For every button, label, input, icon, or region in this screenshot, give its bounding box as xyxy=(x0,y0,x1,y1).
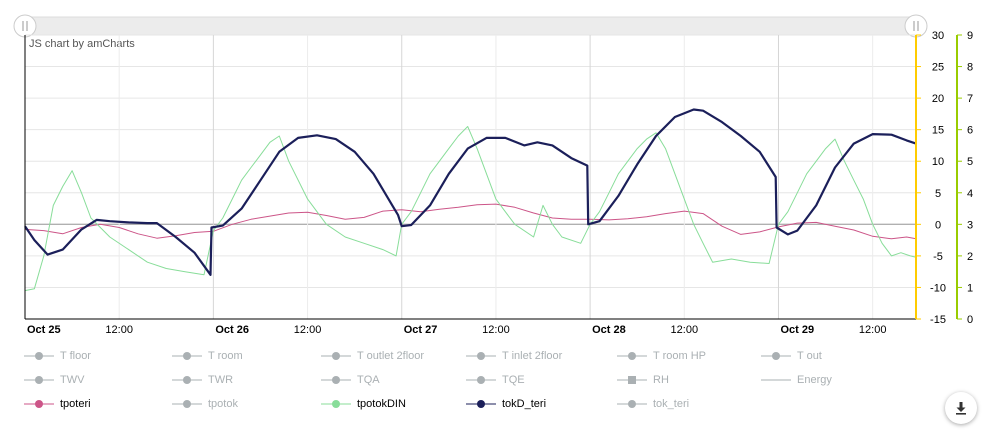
x-tick-label: Oct 28 xyxy=(592,324,626,336)
value-axis-2-label: 0 xyxy=(967,314,973,326)
x-tick-label: 12:00 xyxy=(671,324,699,336)
legend-label: tok_teri xyxy=(653,398,690,410)
value-axis-1-label: 0 xyxy=(935,219,941,231)
legend-item[interactable]: Energy xyxy=(761,368,832,392)
x-tick-label: Oct 27 xyxy=(404,324,438,336)
legend-label: T room xyxy=(208,350,243,362)
x-tick-label: Oct 29 xyxy=(780,324,814,336)
scrollbar[interactable] xyxy=(13,14,928,38)
legend-item[interactable]: TWV xyxy=(24,368,84,392)
legend-item[interactable]: tokD_teri xyxy=(466,392,546,416)
legend-label: T outlet 2floor xyxy=(357,350,425,362)
legend-item[interactable]: T inlet 2floor xyxy=(466,344,562,368)
legend-marker xyxy=(617,352,647,360)
series-line-tpotokDIN[interactable] xyxy=(24,126,917,292)
legend-item[interactable]: tok_teri xyxy=(617,392,689,416)
legend-item[interactable]: T room HP xyxy=(617,344,706,368)
legend-label: tpoteri xyxy=(60,398,91,410)
legend-marker xyxy=(466,352,496,360)
legend-item[interactable]: TQA xyxy=(321,368,380,392)
legend-marker xyxy=(172,376,202,384)
value-axis-2-label: 8 xyxy=(967,62,973,74)
legend-marker xyxy=(466,376,496,384)
download-icon xyxy=(956,402,966,415)
axes: Oct 25 12:00 Oct 26 12:00 Oct 27 12:00 Oct 28 1… xyxy=(24,30,973,336)
legend-marker xyxy=(466,400,496,408)
plot-area xyxy=(24,108,917,292)
value-axis-1-label: 30 xyxy=(932,30,944,42)
value-axis-2-label: 4 xyxy=(967,188,973,200)
scrollbar-grip-right[interactable] xyxy=(904,14,928,38)
value-axis-1-label: 15 xyxy=(932,125,944,137)
x-tick-label: 12:00 xyxy=(105,324,133,336)
value-axis-1-label: -15 xyxy=(930,314,946,326)
legend-item[interactable]: T room xyxy=(172,344,243,368)
legend-label: TWV xyxy=(60,374,85,386)
x-tick-label: 12:00 xyxy=(294,324,322,336)
legend-label: tokD_teri xyxy=(502,398,547,410)
legend-label: TQE xyxy=(502,374,525,386)
legend-label: tpotok xyxy=(208,398,238,410)
legend-marker xyxy=(761,379,791,381)
legend-item[interactable]: TQE xyxy=(466,368,525,392)
legend-marker xyxy=(617,376,647,384)
legend-marker xyxy=(24,352,54,360)
legend-marker xyxy=(617,400,647,408)
series-line-tokD_teri[interactable] xyxy=(24,108,917,276)
legend-label: TWR xyxy=(208,374,234,386)
legend-label: T floor xyxy=(60,350,91,362)
legend-item[interactable]: T outlet 2floor xyxy=(321,344,424,368)
value-axis-1-label: -10 xyxy=(930,282,946,294)
value-axis-1-label: 5 xyxy=(935,188,941,200)
legend-marker xyxy=(321,352,351,360)
legend-label: tpotokDIN xyxy=(357,398,406,410)
legend-marker xyxy=(321,400,351,408)
legend-label: T out xyxy=(797,350,822,362)
legend-label: RH xyxy=(653,374,669,386)
value-axis-2-label: 1 xyxy=(967,282,973,294)
series-line-tpoteri[interactable] xyxy=(24,203,917,240)
legend-item[interactable]: tpotokDIN xyxy=(321,392,406,416)
legend-label: T inlet 2floor xyxy=(502,350,563,362)
value-axis-1-label: -5 xyxy=(933,251,943,263)
value-axis-1-label: 10 xyxy=(932,156,944,168)
value-axis-2-label: 5 xyxy=(967,156,973,168)
grid xyxy=(24,34,916,320)
legend-label: TQA xyxy=(357,374,380,386)
legend-label: T room HP xyxy=(653,350,706,362)
value-axis-2-label: 9 xyxy=(967,30,973,42)
legend-marker xyxy=(24,376,54,384)
legend-label: Energy xyxy=(797,374,832,386)
legend-item[interactable]: RH xyxy=(617,368,669,392)
legend-item[interactable]: T out xyxy=(761,344,822,368)
legend-marker xyxy=(761,352,791,360)
value-axis-1-label: 20 xyxy=(932,93,944,105)
value-axis-2-label: 7 xyxy=(967,93,973,105)
scrollbar-grip-left[interactable] xyxy=(13,14,37,38)
chart-credit[interactable]: JS chart by amCharts xyxy=(29,38,135,50)
x-tick-label: 12:00 xyxy=(859,324,887,336)
scrollbar-track[interactable] xyxy=(23,16,917,36)
legend-marker xyxy=(321,376,351,384)
legend-item[interactable]: T floor xyxy=(24,344,91,368)
legend-marker xyxy=(172,352,202,360)
value-axis-2-label: 6 xyxy=(967,125,973,137)
legend-item[interactable]: TWR xyxy=(172,368,233,392)
x-tick-label: Oct 25 xyxy=(27,324,61,336)
legend-item[interactable]: tpoteri xyxy=(24,392,91,416)
legend-marker xyxy=(172,400,202,408)
value-axis-2-label: 3 xyxy=(967,219,973,231)
legend-marker xyxy=(24,400,54,408)
x-tick-label: 12:00 xyxy=(482,324,510,336)
value-axis-2-label: 2 xyxy=(967,251,973,263)
legend-item[interactable]: tpotok xyxy=(172,392,238,416)
value-axis-1-label: 25 xyxy=(932,62,944,74)
export-button[interactable] xyxy=(945,392,977,424)
x-tick-label: Oct 26 xyxy=(215,324,249,336)
